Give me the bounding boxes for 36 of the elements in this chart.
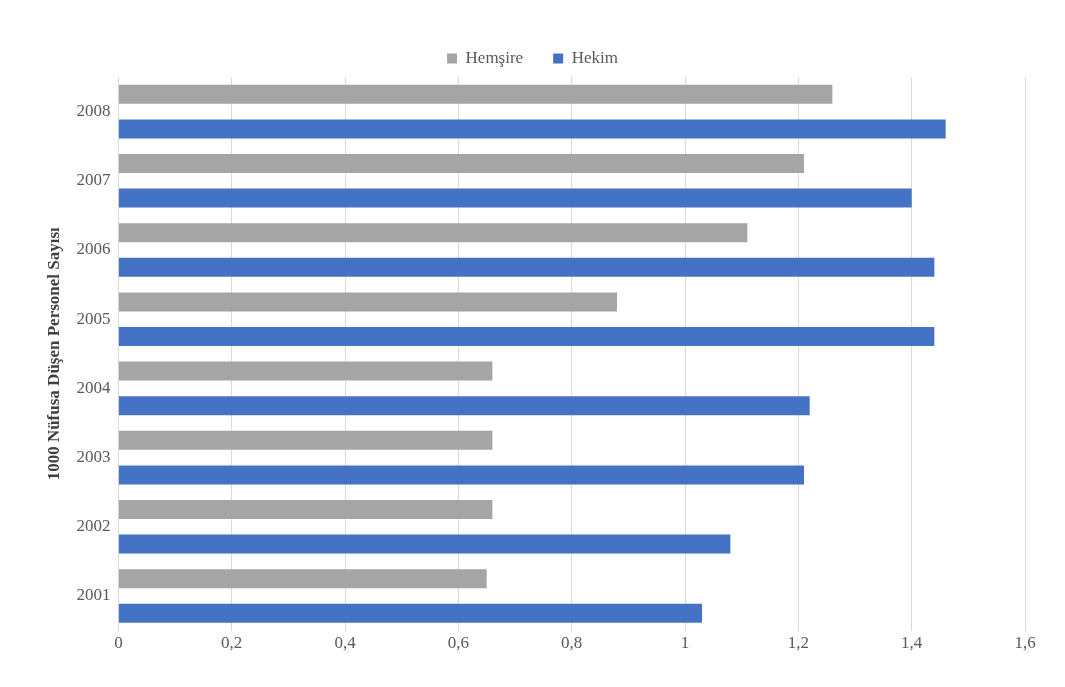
x-tick-label: 1,2 [787,633,809,653]
x-tick-label: 1,4 [901,633,923,653]
bar [118,534,731,554]
bar [118,326,935,347]
x-tick-label: 0,6 [447,633,469,653]
y-tick-label: 2005 [76,308,111,328]
bar [118,430,493,450]
x-tick-label: 0,2 [221,633,243,653]
bar [118,153,805,174]
x-tick-label: 0,8 [561,633,583,653]
legend-label: Hekim [571,47,618,67]
bar [118,569,487,589]
bar [118,84,833,104]
y-tick-label: 2007 [76,170,111,190]
bar [118,396,810,416]
y-tick-label: 2004 [76,377,111,397]
y-tick-label: 2002 [76,516,111,536]
x-tick-label: 0,4 [334,633,357,653]
x-tick-label: 1,6 [1014,633,1036,653]
bar [118,361,493,381]
y-tick-label: 2003 [76,447,111,467]
bar [118,119,946,139]
y-axis-title: 1000 Nüfusa Düşen Personel Sayısı [43,226,63,481]
bar [118,465,805,485]
y-tick-label: 2008 [76,101,111,121]
bar [118,257,935,277]
y-tick-label: 2001 [76,585,111,605]
legend-label: Hemşire [465,47,524,67]
bar [118,292,618,312]
x-tick-label: 1 [680,633,690,653]
bar [118,499,493,520]
y-tick-label: 2006 [76,239,111,259]
bar [118,188,912,208]
bar [118,603,703,623]
bar [118,223,748,243]
x-tick-label: 0 [114,633,123,653]
